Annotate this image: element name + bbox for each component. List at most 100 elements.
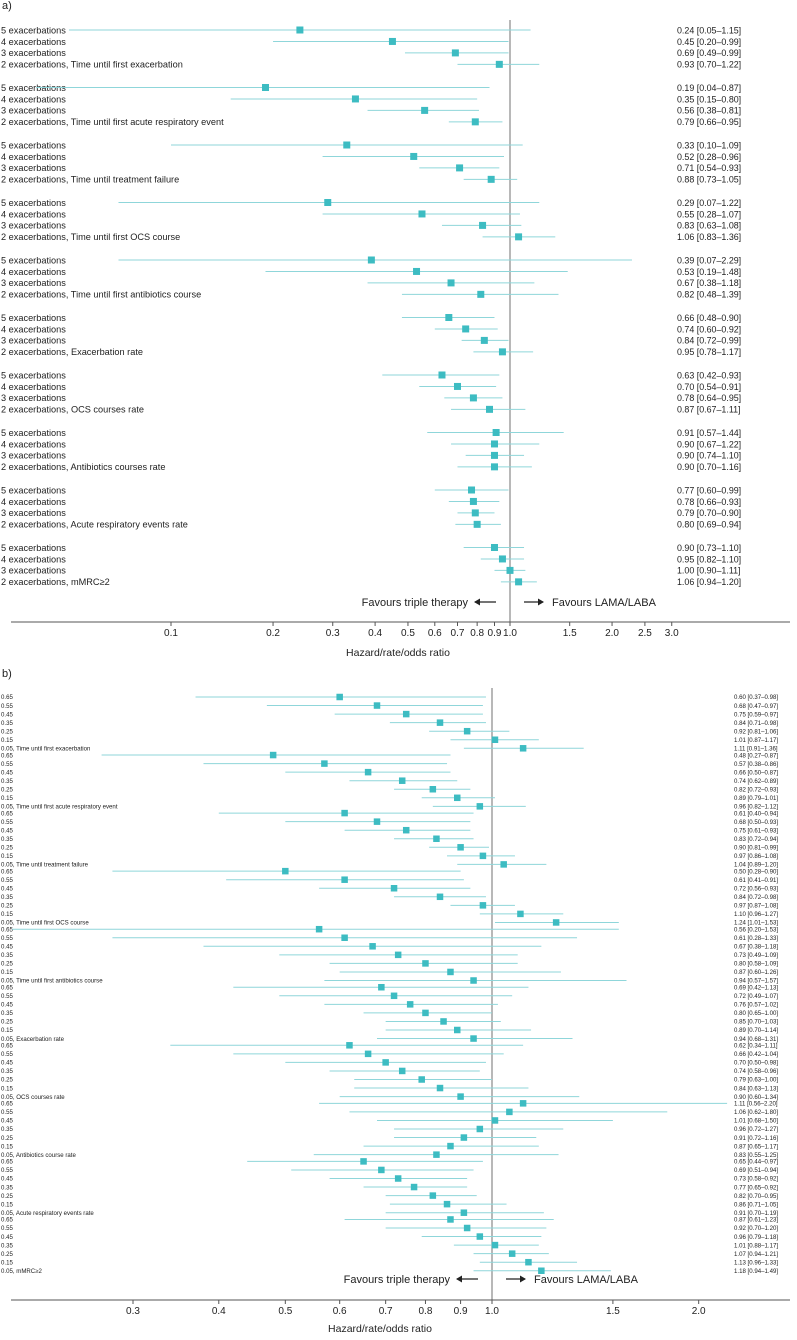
forest-group: 5 exacerbations 0.24 [0.05–1.15] 4 exacerb… bbox=[1, 25, 741, 69]
estimate-value: 0.65 [0.44–0.97] bbox=[734, 1159, 778, 1166]
row-label: 0.35 bbox=[1, 720, 13, 727]
estimate-value: 0.80 [0.58–1.09] bbox=[734, 961, 778, 968]
row-label: 0.55 bbox=[1, 935, 13, 942]
estimate-value: 0.69 [0.42–1.13] bbox=[734, 984, 778, 991]
point-estimate-marker bbox=[456, 164, 464, 172]
point-estimate-marker bbox=[447, 1216, 454, 1223]
row-label: 4 exacerbations bbox=[1, 554, 66, 564]
estimate-value: 0.72 [0.49–1.07] bbox=[734, 993, 778, 1000]
point-estimate-marker bbox=[429, 1192, 437, 1199]
point-estimate-marker bbox=[470, 1035, 477, 1042]
row-label: 0.05, Time until first antibiotics cours… bbox=[1, 978, 103, 985]
point-estimate-marker bbox=[406, 1001, 414, 1008]
point-estimate-marker bbox=[341, 934, 348, 941]
row-label: 0.35 bbox=[1, 1126, 13, 1133]
row-label: 4 exacerbations bbox=[1, 382, 66, 392]
favours-left-label: Favours triple therapy bbox=[344, 1274, 451, 1286]
point-estimate-marker bbox=[479, 221, 487, 229]
point-estimate-marker bbox=[476, 1233, 484, 1240]
forest-group: 0.65 0.56 [0.20–1.53] 0.55 0.61 [0.28–1.33]… bbox=[1, 925, 778, 985]
row-label: 0.25 bbox=[1, 786, 13, 793]
point-estimate-marker bbox=[451, 49, 459, 57]
estimate-value: 0.70 [0.54–0.91] bbox=[677, 382, 741, 392]
point-estimate-marker bbox=[460, 1209, 468, 1216]
x-tick-label: 2.0 bbox=[605, 628, 619, 639]
row-label: 5 exacerbations bbox=[1, 370, 66, 380]
row-label: 5 exacerbations bbox=[1, 25, 66, 35]
row-label: 0.15 bbox=[1, 1143, 13, 1150]
row-label: 4 exacerbations bbox=[1, 267, 66, 277]
row-label: 2 exacerbations, Time until first OCS co… bbox=[1, 232, 180, 242]
point-estimate-marker bbox=[436, 893, 444, 901]
estimate-value: 0.89 [0.79–1.01] bbox=[734, 795, 778, 802]
point-estimate-marker bbox=[282, 867, 289, 875]
row-label: 0.35 bbox=[1, 836, 13, 843]
point-estimate-marker bbox=[538, 1267, 545, 1274]
point-estimate-marker bbox=[471, 118, 479, 126]
point-estimate-marker bbox=[447, 968, 454, 976]
row-label: 0.55 bbox=[1, 1167, 13, 1174]
estimate-value: 0.83 [0.63–1.08] bbox=[677, 221, 741, 231]
estimate-value: 0.87 [0.61–1.23] bbox=[734, 1217, 778, 1224]
point-estimate-marker bbox=[422, 960, 429, 967]
estimate-value: 0.95 [0.78–1.17] bbox=[677, 347, 741, 357]
estimate-value: 0.87 [0.60–1.26] bbox=[734, 969, 778, 976]
point-estimate-marker bbox=[369, 943, 376, 950]
row-label: 0.55 bbox=[1, 1109, 13, 1116]
row-label: 0.05, Time until first OCS course bbox=[1, 920, 89, 927]
point-estimate-marker bbox=[402, 710, 410, 718]
panel-label: b) bbox=[2, 668, 12, 680]
row-label: 0.35 bbox=[1, 952, 13, 959]
estimate-value: 0.96 [0.79–1.18] bbox=[734, 1234, 778, 1241]
forest-group: 5 exacerbations 0.39 [0.07–2.29] 4 exacerb… bbox=[1, 255, 741, 299]
point-estimate-marker bbox=[490, 440, 498, 448]
forest-group: 5 exacerbations 0.66 [0.48–0.90] 4 exacerb… bbox=[1, 313, 741, 357]
row-label: 0.25 bbox=[1, 961, 13, 968]
estimate-value: 0.80 [0.69–0.94] bbox=[677, 520, 741, 530]
point-estimate-marker bbox=[341, 876, 348, 883]
x-tick-label: 0.9 bbox=[488, 628, 502, 639]
forest-panel-a: a) 5 exacerbations 0.24 [0.05–1.15] 4 exace… bbox=[1, 0, 790, 659]
row-label: 0.05, Time until first exacerbation bbox=[1, 746, 90, 753]
row-label: 2 exacerbations, Exacerbation rate bbox=[1, 347, 143, 357]
point-estimate-marker bbox=[418, 210, 426, 218]
row-label: 0.45 bbox=[1, 1118, 13, 1125]
point-estimate-marker bbox=[364, 768, 372, 776]
point-estimate-marker bbox=[410, 152, 418, 160]
estimate-value: 0.66 [0.42–1.04] bbox=[734, 1051, 778, 1058]
row-label: 0.65 bbox=[1, 984, 13, 991]
row-label: 5 exacerbations bbox=[1, 198, 66, 208]
row-label: 3 exacerbations bbox=[1, 451, 66, 461]
estimate-value: 0.84 [0.72–0.98] bbox=[734, 894, 778, 901]
row-label: 4 exacerbations bbox=[1, 497, 66, 507]
row-label: 0.35 bbox=[1, 1242, 13, 1249]
panel-label: a) bbox=[2, 0, 12, 12]
estimate-value: 1.06 [0.83–1.36] bbox=[677, 232, 741, 242]
estimate-value: 0.69 [0.51–0.94] bbox=[734, 1167, 778, 1174]
row-label: 3 exacerbations bbox=[1, 278, 66, 288]
point-estimate-marker bbox=[402, 826, 410, 834]
point-estimate-marker bbox=[447, 279, 455, 287]
forest-group: 5 exacerbations 0.91 [0.57–1.44] 4 exacerb… bbox=[1, 428, 741, 472]
point-estimate-marker bbox=[469, 394, 477, 402]
x-tick-label: 2.0 bbox=[692, 1306, 706, 1317]
x-tick-label: 0.5 bbox=[401, 628, 415, 639]
row-label: 0.55 bbox=[1, 703, 13, 710]
row-label: 2 exacerbations, Time until first antibi… bbox=[1, 290, 201, 300]
estimate-value: 0.72 [0.56–0.93] bbox=[734, 885, 778, 892]
row-label: 0.45 bbox=[1, 944, 13, 951]
estimate-value: 0.96 [0.82–1.12] bbox=[734, 804, 778, 811]
estimate-value: 0.68 [0.47–0.97] bbox=[734, 703, 778, 710]
row-label: 2 exacerbations, mMRC≥2 bbox=[1, 577, 110, 587]
point-estimate-marker bbox=[506, 1108, 513, 1116]
point-estimate-marker bbox=[324, 199, 332, 206]
estimate-value: 0.94 [0.68–1.31] bbox=[734, 1036, 778, 1043]
row-label: 0.35 bbox=[1, 1068, 13, 1075]
point-estimate-marker bbox=[515, 578, 523, 586]
row-label: 0.35 bbox=[1, 1010, 13, 1017]
estimate-value: 0.88 [0.73–1.05] bbox=[677, 175, 741, 185]
point-estimate-marker bbox=[506, 566, 514, 574]
estimate-value: 0.70 [0.50–0.98] bbox=[734, 1060, 778, 1067]
point-estimate-marker bbox=[390, 992, 398, 1000]
estimate-value: 0.39 [0.07–2.29] bbox=[677, 255, 741, 265]
